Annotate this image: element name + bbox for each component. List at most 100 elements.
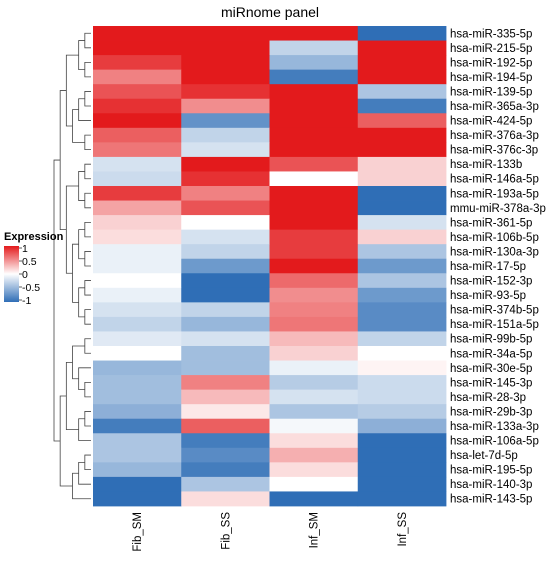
heatmap-cell: [357, 200, 447, 216]
dendrogram-branch: [84, 134, 91, 151]
heatmap-cell: [357, 345, 447, 361]
heatmap-cell: [181, 186, 270, 201]
row-label: hsa-miR-376c-3p: [450, 145, 538, 157]
heatmap-cell: [269, 55, 359, 71]
heatmap-cell: [357, 302, 447, 318]
heatmap-cell: [269, 26, 359, 41]
heatmap-cell: [93, 331, 182, 347]
column-label: Fib_SS: [220, 512, 232, 550]
heatmap-cell: [181, 258, 270, 274]
heatmap-cell: [357, 98, 447, 114]
row-label: hsa-miR-146a-5p: [450, 174, 539, 186]
heatmap-cell: [181, 345, 270, 361]
heatmap-cell: [93, 127, 182, 143]
heatmap-cell: [357, 418, 447, 434]
heatmap-cell: [357, 186, 447, 201]
dendrogram-branch: [59, 90, 67, 231]
heatmap-cell: [93, 40, 182, 56]
heatmap-cell: [357, 26, 447, 41]
heatmap-cell: [181, 287, 270, 303]
heatmap-cell: [93, 215, 182, 231]
heatmap-cell: [269, 476, 359, 492]
legend-colorbar: [4, 246, 19, 302]
heatmap-cell: [93, 418, 182, 434]
heatmap-cell: [181, 40, 270, 56]
heatmap-cell: [269, 84, 359, 100]
heatmap-cell: [269, 360, 359, 376]
heatmap-cell: [269, 113, 359, 129]
heatmap-cell: [181, 404, 270, 420]
row-label: hsa-miR-195-5p: [450, 465, 532, 477]
heatmap-cell: [357, 142, 447, 158]
heatmap-cell: [269, 127, 359, 143]
dendrogram-branch: [84, 309, 91, 325]
heatmap-cell: [357, 462, 447, 478]
dendrogram-branch: [59, 395, 73, 487]
heatmap-cell: [269, 273, 359, 289]
heatmap-cell: [93, 302, 182, 318]
heatmap-cell: [269, 287, 359, 303]
heatmap-cell: [181, 98, 270, 114]
heatmap-cell: [269, 229, 359, 245]
heatmap-cell: [357, 404, 447, 420]
row-label: hsa-let-7d-5p: [450, 450, 518, 462]
heatmap-cell: [181, 375, 270, 391]
row-label: hsa-miR-34a-5p: [450, 348, 532, 360]
legend-tick-label: -0.5: [22, 282, 40, 294]
legend-tick-label: 0.5: [22, 256, 37, 268]
heatmap-cell: [181, 156, 270, 172]
dendrogram-branch: [78, 287, 85, 318]
heatmap-cell: [181, 331, 270, 347]
dendrogram-branch: [78, 461, 91, 485]
dendrogram-branch: [84, 192, 91, 209]
heatmap-cell: [93, 171, 182, 187]
row-label: hsa-miR-130a-3p: [450, 246, 539, 258]
heatmap-cell: [181, 418, 270, 434]
row-labels: hsa-miR-335-5p hsa-miR-215-5p hsa-miR-192-…: [450, 28, 546, 505]
heatmap-cell: [93, 156, 182, 172]
dendrogram-branch: [78, 229, 85, 260]
heatmap-cell: [181, 84, 270, 100]
heatmap-cell: [93, 186, 182, 201]
row-label: hsa-miR-106b-5p: [450, 232, 539, 244]
heatmap-cell: [357, 287, 447, 303]
heatmap-cell: [181, 273, 270, 289]
legend-title: Expression: [4, 231, 64, 243]
chart-title: miRnome panel: [221, 4, 319, 20]
heatmap-cell: [269, 375, 359, 391]
heatmap-cell: [181, 462, 270, 478]
heatmap-cells: [93, 26, 447, 507]
heatmap-cell: [269, 244, 359, 260]
row-label: hsa-miR-192-5p: [450, 57, 532, 69]
heatmap-cell: [269, 491, 359, 507]
heatmap-cell: [93, 360, 182, 376]
heatmap-cell: [357, 55, 447, 71]
heatmap-cell: [181, 113, 270, 129]
heatmap-cell: [93, 200, 182, 216]
heatmap-cell: [269, 40, 359, 56]
legend-tick-label: 1: [22, 243, 28, 255]
heatmap-cell: [93, 69, 182, 85]
dendrogram-branch: [78, 40, 85, 71]
heatmap-cell: [357, 215, 447, 231]
heatmap-cell: [93, 26, 182, 41]
row-label: hsa-miR-361-5p: [450, 217, 532, 229]
row-label: mmu-miR-378a-3p: [450, 203, 546, 215]
row-label: hsa-miR-376a-3p: [450, 130, 539, 142]
heatmap-cell: [181, 229, 270, 245]
row-label: hsa-miR-106a-5p: [450, 436, 539, 448]
heatmap-cell: [269, 404, 359, 420]
heatmap-cell: [357, 69, 447, 85]
heatmap-cell: [269, 316, 359, 332]
heatmap-cell: [93, 375, 182, 391]
dendrogram-branch: [84, 381, 91, 398]
color-legend: Expression 10.50-0.5-1: [4, 231, 64, 307]
heatmap-cell: [269, 69, 359, 85]
heatmap-cell: [181, 26, 270, 41]
heatmap-cell: [93, 462, 182, 478]
row-label: hsa-miR-335-5p: [450, 28, 532, 40]
dendrogram-branch: [72, 243, 79, 303]
row-label: hsa-miR-17-5p: [450, 261, 526, 273]
dendrogram-branch: [84, 251, 91, 267]
heatmap-cell: [269, 171, 359, 187]
